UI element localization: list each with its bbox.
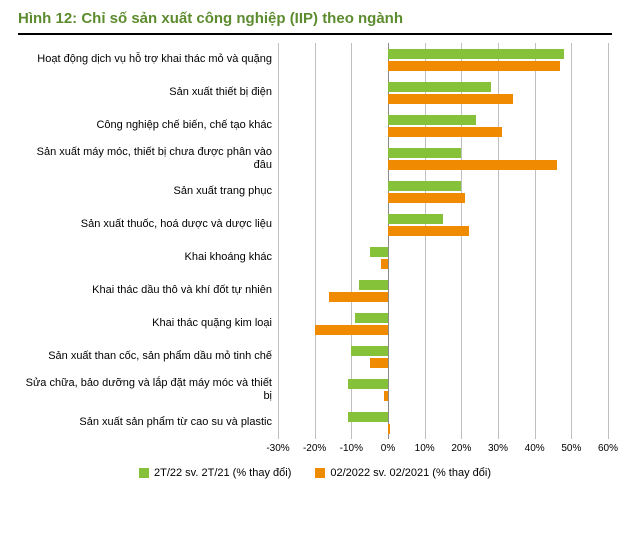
bar-group bbox=[278, 208, 612, 241]
bar-series2 bbox=[388, 127, 502, 137]
bar-group bbox=[278, 175, 612, 208]
bar-group bbox=[278, 241, 612, 274]
bar-group bbox=[278, 43, 612, 76]
bar-series2 bbox=[388, 61, 560, 71]
bar-group bbox=[278, 340, 612, 373]
bar-series1 bbox=[388, 49, 564, 59]
bar-series2 bbox=[388, 160, 557, 170]
bar-series1 bbox=[359, 280, 388, 290]
category-label: Hoạt động dịch vụ hỗ trợ khai thác mỏ và… bbox=[18, 43, 278, 76]
bar-series2 bbox=[388, 226, 469, 236]
bar-series2 bbox=[388, 193, 465, 203]
x-tick-label: -20% bbox=[303, 443, 326, 454]
legend: 2T/22 sv. 2T/21 (% thay đổi) 02/2022 sv.… bbox=[18, 467, 612, 479]
category-label: Khai thác quặng kim loại bbox=[18, 307, 278, 340]
bar-group bbox=[278, 373, 612, 406]
bar-series2 bbox=[329, 292, 388, 302]
bar-series1 bbox=[388, 82, 491, 92]
bar-group bbox=[278, 109, 612, 142]
bar-series1 bbox=[355, 313, 388, 323]
bar-series1 bbox=[370, 247, 388, 257]
bar-series2 bbox=[381, 259, 388, 269]
chart: Hoạt động dịch vụ hỗ trợ khai thác mỏ và… bbox=[18, 43, 612, 463]
category-label: Sản xuất sản phẩm từ cao su và plastic bbox=[18, 406, 278, 439]
category-label: Khai thác dầu thô và khí đốt tự nhiên bbox=[18, 274, 278, 307]
bar-group bbox=[278, 307, 612, 340]
bar-series1 bbox=[388, 181, 461, 191]
bar-series1 bbox=[388, 148, 461, 158]
legend-swatch-series2 bbox=[315, 468, 325, 478]
bar-series2 bbox=[384, 391, 388, 401]
x-tick-label: 10% bbox=[415, 443, 435, 454]
category-label: Công nghiệp chế biến, chế tạo khác bbox=[18, 109, 278, 142]
category-label: Sửa chữa, bảo dưỡng và lắp đặt máy móc v… bbox=[18, 373, 278, 406]
x-tick-label: 50% bbox=[561, 443, 581, 454]
y-axis-labels: Hoạt động dịch vụ hỗ trợ khai thác mỏ và… bbox=[18, 43, 278, 439]
bar-group bbox=[278, 274, 612, 307]
bar-series1 bbox=[388, 115, 476, 125]
bar-series1 bbox=[348, 412, 388, 422]
bar-series1 bbox=[348, 379, 388, 389]
bar-group bbox=[278, 406, 612, 439]
legend-label-series1: 2T/22 sv. 2T/21 (% thay đổi) bbox=[154, 467, 291, 479]
bar-series1 bbox=[351, 346, 388, 356]
x-tick-label: 40% bbox=[525, 443, 545, 454]
bar-series2 bbox=[388, 94, 513, 104]
category-label: Sản xuất thiết bị điện bbox=[18, 76, 278, 109]
legend-item-series2: 02/2022 sv. 02/2021 (% thay đổi) bbox=[315, 467, 491, 479]
x-tick-label: 0% bbox=[381, 443, 395, 454]
category-label: Sản xuất than cốc, sản phẩm dầu mỏ tinh … bbox=[18, 340, 278, 373]
legend-label-series2: 02/2022 sv. 02/2021 (% thay đổi) bbox=[330, 467, 491, 479]
bar-series2 bbox=[370, 358, 388, 368]
bar-series1 bbox=[388, 214, 443, 224]
x-tick-label: -30% bbox=[266, 443, 289, 454]
category-label: Sản xuất thuốc, hoá dược và dược liệu bbox=[18, 208, 278, 241]
x-tick-label: 60% bbox=[598, 443, 618, 454]
x-tick-label: 30% bbox=[488, 443, 508, 454]
legend-swatch-series1 bbox=[139, 468, 149, 478]
category-label: Sản xuất máy móc, thiết bị chưa được phâ… bbox=[18, 142, 278, 175]
category-label: Sản xuất trang phục bbox=[18, 175, 278, 208]
bar-series2 bbox=[315, 325, 388, 335]
bar-group bbox=[278, 142, 612, 175]
category-label: Khai khoáng khác bbox=[18, 241, 278, 274]
x-tick-label: -10% bbox=[340, 443, 363, 454]
x-axis: -30%-20%-10%0%10%20%30%40%50%60% bbox=[278, 439, 612, 463]
bar-group bbox=[278, 76, 612, 109]
page: Hình 12: Chỉ số sản xuất công nghiệp (II… bbox=[0, 0, 630, 485]
plot-area: -30%-20%-10%0%10%20%30%40%50%60% bbox=[278, 43, 612, 463]
legend-item-series1: 2T/22 sv. 2T/21 (% thay đổi) bbox=[139, 467, 291, 479]
bars-layer bbox=[278, 43, 612, 439]
chart-title: Hình 12: Chỉ số sản xuất công nghiệp (II… bbox=[18, 10, 612, 35]
bar-series2 bbox=[388, 424, 390, 434]
x-tick-label: 20% bbox=[451, 443, 471, 454]
